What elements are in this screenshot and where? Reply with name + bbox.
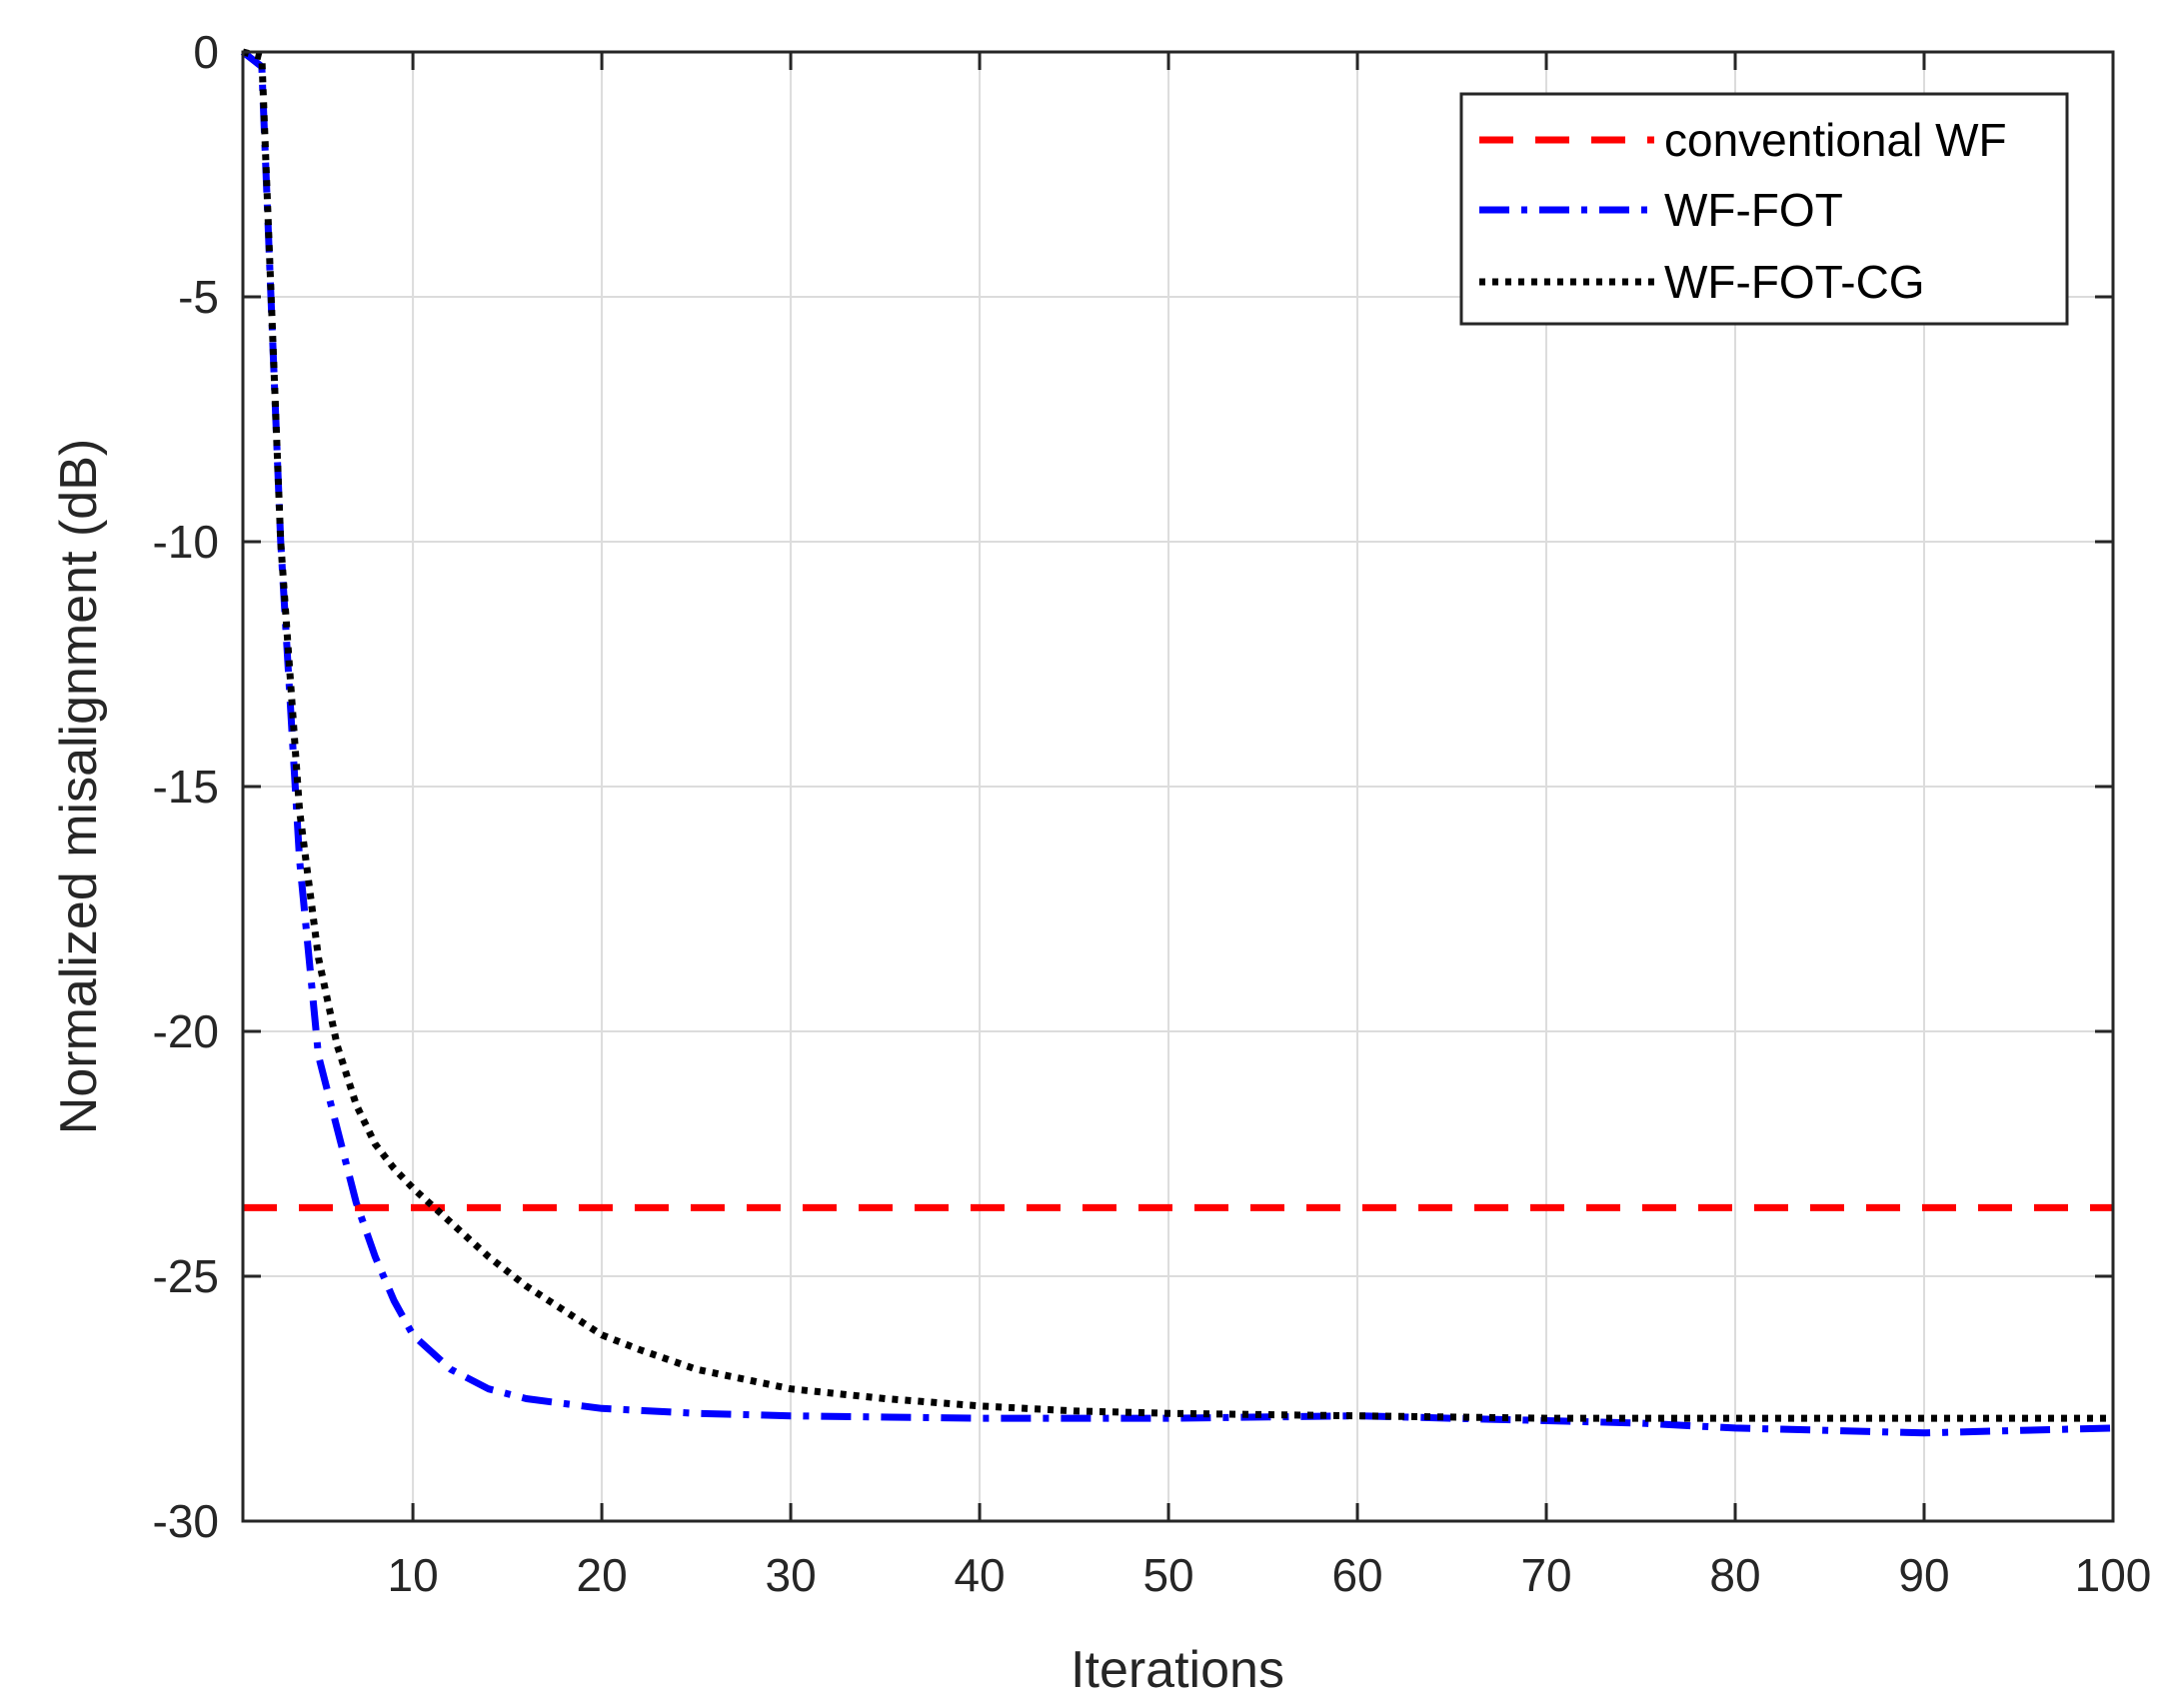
x-tick-label-10: 10 bbox=[388, 1549, 439, 1601]
x-tick-label-70: 70 bbox=[1520, 1549, 1571, 1601]
y-tick-label--25: -25 bbox=[153, 1250, 219, 1302]
x-axis-title: Iterations bbox=[1071, 1641, 1284, 1699]
series-layer bbox=[240, 48, 2114, 1437]
y-tick-label-0: 0 bbox=[193, 26, 219, 78]
legend-entry-wf-fot: WF-FOT bbox=[1479, 184, 1843, 236]
tick-labels: 10 20 30 40 50 60 70 80 90 100 0 -5 -10 -15 -20 -25 -30 bbox=[153, 26, 2152, 1601]
x-tick-label-90: 90 bbox=[1898, 1549, 1949, 1601]
axis-ticks bbox=[243, 50, 2115, 1523]
x-tick-label-80: 80 bbox=[1709, 1549, 1760, 1601]
x-tick-label-60: 60 bbox=[1331, 1549, 1382, 1601]
y-tick-label--30: -30 bbox=[153, 1495, 219, 1547]
y-tick-label--20: -20 bbox=[153, 1005, 219, 1057]
legend-label-conventional-wf: conventional WF bbox=[1664, 114, 2007, 166]
x-tick-label-30: 30 bbox=[765, 1549, 816, 1601]
x-tick-label-50: 50 bbox=[1142, 1549, 1193, 1601]
x-tick-label-20: 20 bbox=[576, 1549, 627, 1601]
legend-entry-conventional-wf: conventional WF bbox=[1479, 114, 2007, 166]
legend-label-wf-fot: WF-FOT bbox=[1664, 184, 1843, 236]
legend-label-wf-fot-cg: WF-FOT-CG bbox=[1664, 256, 1925, 308]
legend-entry-wf-fot-cg: WF-FOT-CG bbox=[1479, 256, 1925, 308]
y-tick-label--15: -15 bbox=[153, 761, 219, 813]
y-tick-label--10: -10 bbox=[153, 516, 219, 568]
series-line-wf-fot-cg bbox=[242, 48, 2113, 1422]
x-tick-label-100: 100 bbox=[2075, 1549, 2152, 1601]
series-line-wf-fot bbox=[240, 49, 2114, 1437]
y-axis-title: Normalized misalignment (dB) bbox=[50, 439, 108, 1134]
y-tick-label--5: -5 bbox=[178, 271, 219, 323]
legend: conventional WF WF-FOT WF-FOT-CG bbox=[1459, 92, 2069, 326]
x-tick-label-40: 40 bbox=[954, 1549, 1005, 1601]
